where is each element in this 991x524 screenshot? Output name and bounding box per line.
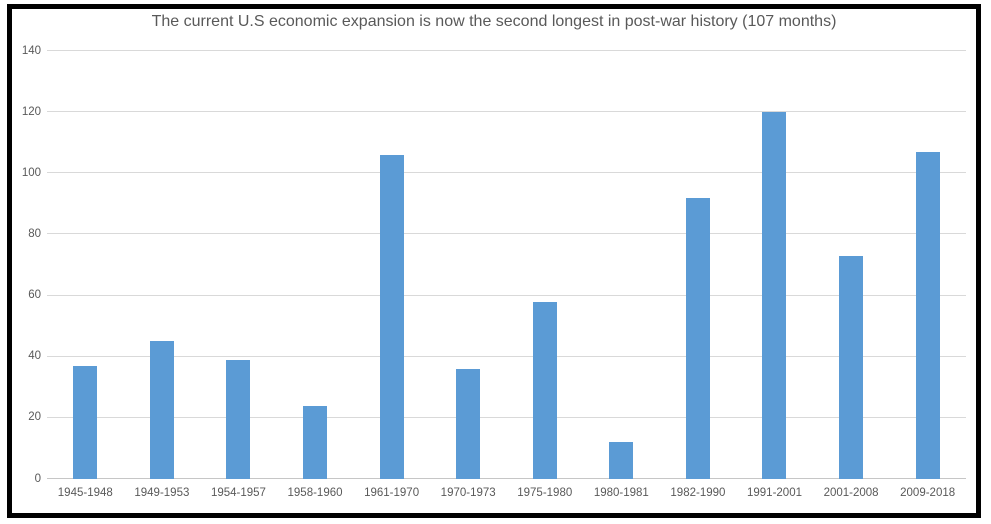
bar-slot-1958-1960 — [277, 51, 354, 479]
y-tick-label-100: 100 — [21, 166, 41, 179]
x-tick-label-1970-1973: 1970-1973 — [440, 487, 496, 499]
bar-2001-2008 — [839, 255, 864, 479]
bar-1980-1981 — [609, 442, 634, 479]
x-tick-label-1991-2001: 1991-2001 — [746, 487, 802, 499]
y-tick-label-120: 120 — [21, 105, 41, 118]
bar-slot-2001-2008 — [813, 51, 890, 479]
bar-slot-2009-2018 — [889, 51, 966, 479]
bar-2009-2018 — [915, 151, 940, 479]
bar-slot-1982-1990 — [660, 51, 737, 479]
bar-slot-1980-1981 — [583, 51, 660, 479]
x-tick-label-1945-1948: 1945-1948 — [57, 487, 113, 499]
x-tick-label-2001-2008: 2001-2008 — [823, 487, 879, 499]
gridline-20 — [47, 416, 966, 418]
bar-slot-1961-1970 — [353, 51, 430, 479]
bar-1958-1960 — [303, 405, 328, 479]
bar-1961-1970 — [379, 154, 404, 479]
bar-slot-1991-2001 — [736, 51, 813, 479]
bar-slot-1970-1973 — [430, 51, 507, 479]
bar-slot-1945-1948 — [47, 51, 124, 479]
x-tick-label-1958-1960: 1958-1960 — [287, 487, 343, 499]
bar-slot-1954-1957 — [200, 51, 277, 479]
bar-1954-1957 — [226, 359, 251, 479]
x-tick-label-1954-1957: 1954-1957 — [210, 487, 266, 499]
bar-slot-1949-1953 — [124, 51, 201, 479]
y-axis-labels: 0 20 40 60 80 100 120 140 — [12, 45, 41, 484]
gridline-40 — [47, 355, 966, 357]
y-tick-label-60: 60 — [28, 288, 41, 301]
chart-title: The current U.S economic expansion is no… — [151, 13, 837, 30]
bar-1975-1980 — [532, 301, 557, 479]
x-tick-label-1980-1981: 1980-1981 — [593, 487, 649, 499]
gridline-140 — [47, 50, 966, 51]
x-tick-label-1961-1970: 1961-1970 — [364, 487, 420, 499]
gridline-100 — [47, 172, 966, 174]
gridlines-layer — [47, 50, 966, 479]
bar-slot-1975-1980 — [506, 51, 583, 479]
bar-1945-1948 — [73, 365, 98, 479]
x-axis-labels: 1945-1948 1949-1953 1954-1957 1958-1960 1961… — [47, 487, 966, 499]
y-tick-label-40: 40 — [28, 349, 41, 362]
gridline-80 — [47, 233, 966, 235]
y-tick-label-140: 140 — [21, 44, 41, 57]
y-tick-label-0: 0 — [34, 472, 41, 485]
chart-frame: The current U.S economic expansion is no… — [7, 4, 981, 518]
x-tick-label-1982-1990: 1982-1990 — [670, 487, 726, 499]
bar-1991-2001 — [762, 112, 787, 479]
x-axis-line — [47, 478, 966, 479]
x-tick-label-2009-2018: 2009-2018 — [900, 487, 956, 499]
bar-1949-1953 — [149, 341, 174, 479]
chart-area: The current U.S economic expansion is no… — [12, 9, 976, 513]
x-tick-label-1975-1980: 1975-1980 — [517, 487, 573, 499]
gridline-60 — [47, 294, 966, 296]
bars-layer — [47, 51, 966, 479]
gridline-120 — [47, 111, 966, 113]
plot-area — [47, 50, 966, 479]
bar-1982-1990 — [685, 197, 710, 479]
bar-1970-1973 — [456, 368, 481, 479]
y-tick-label-80: 80 — [28, 227, 41, 240]
y-tick-label-20: 20 — [28, 411, 41, 424]
x-tick-label-1949-1953: 1949-1953 — [134, 487, 190, 499]
